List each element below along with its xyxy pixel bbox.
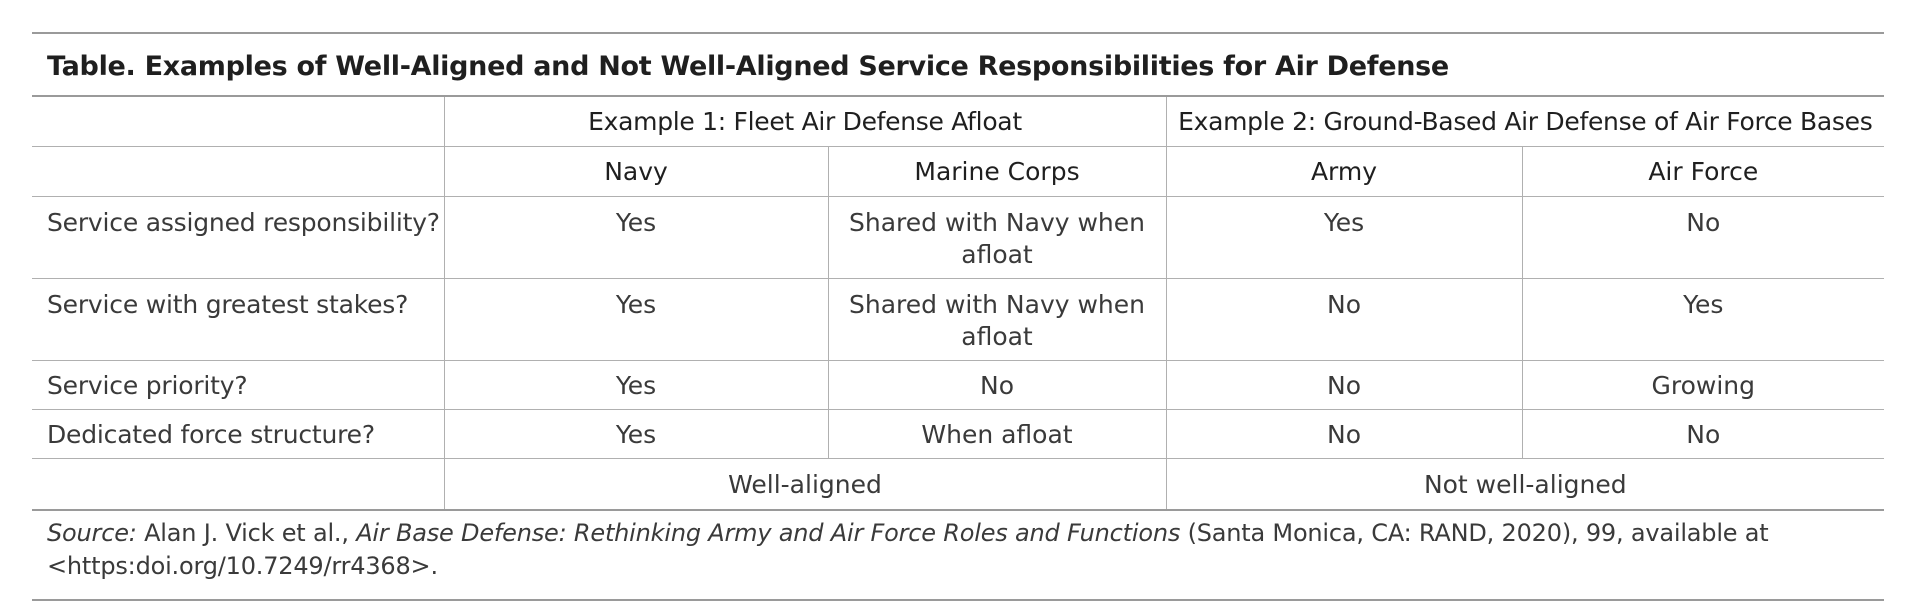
group-header-example-1: Example 1: Fleet Air Defense Afloat xyxy=(443,96,1166,147)
service-header-air-force: Air Force xyxy=(1521,146,1885,197)
table-cell: No xyxy=(1521,409,1885,459)
empty-corner-cell xyxy=(32,146,444,197)
table-cell: When afloat xyxy=(827,409,1166,459)
source-work-title: Air Base Defense: Rethinking Army and Ai… xyxy=(356,519,1181,547)
table-cell: No xyxy=(827,360,1166,410)
row-label: Service with greatest stakes? xyxy=(32,278,444,361)
row-label: Dedicated force structure? xyxy=(32,409,444,459)
table-cell: Yes xyxy=(443,409,828,459)
row-label: Service assigned responsibility? xyxy=(32,196,444,279)
table-cell: Shared with Navy when afloat xyxy=(827,196,1166,279)
table-title: Table. Examples of Well-Aligned and Not … xyxy=(32,32,1885,97)
table-cell: No xyxy=(1165,278,1522,361)
table-cell: No xyxy=(1165,360,1522,410)
empty-summary-label xyxy=(32,458,444,511)
table-cell: Yes xyxy=(443,196,828,279)
table-cell: No xyxy=(1165,409,1522,459)
table-row: Dedicated force structure? Yes When aflo… xyxy=(32,409,1885,459)
service-header-navy: Navy xyxy=(443,146,828,197)
service-header-army: Army xyxy=(1165,146,1522,197)
source-details: (Santa Monica, CA: RAND, 2020), 99, avai… xyxy=(47,519,1769,580)
source-row: Source: Alan J. Vick et al., Air Base De… xyxy=(32,510,1885,601)
table-cell: Yes xyxy=(1165,196,1522,279)
table-cell: Growing xyxy=(1521,360,1885,410)
table-row: Service with greatest stakes? Yes Shared… xyxy=(32,278,1885,361)
empty-corner-cell xyxy=(32,96,444,147)
table-cell: Yes xyxy=(443,360,828,410)
table-cell: Yes xyxy=(443,278,828,361)
table-cell: Shared with Navy when afloat xyxy=(827,278,1166,361)
table-row: Service priority? Yes No No Growing xyxy=(32,360,1885,410)
group-header-row: Example 1: Fleet Air Defense Afloat Exam… xyxy=(32,96,1885,147)
service-header-row: Navy Marine Corps Army Air Force xyxy=(32,146,1885,197)
group-header-example-2: Example 2: Ground-Based Air Defense of A… xyxy=(1165,96,1885,147)
summary-well-aligned: Well-aligned xyxy=(443,458,1166,511)
row-label: Service priority? xyxy=(32,360,444,410)
table-row: Service assigned responsibility? Yes Sha… xyxy=(32,196,1885,279)
source-authors: Alan J. Vick et al., xyxy=(136,519,357,547)
summary-not-well-aligned: Not well-aligned xyxy=(1165,458,1885,511)
table-cell: No xyxy=(1521,196,1885,279)
service-header-marine-corps: Marine Corps xyxy=(827,146,1166,197)
summary-row: Well-aligned Not well-aligned xyxy=(32,458,1885,511)
source-label: Source: xyxy=(47,519,137,547)
source-note: Source: Alan J. Vick et al., Air Base De… xyxy=(32,510,1885,601)
table-title-row: Table. Examples of Well-Aligned and Not … xyxy=(32,32,1885,97)
air-defense-table: Table. Examples of Well-Aligned and Not … xyxy=(32,32,1885,601)
table-cell: Yes xyxy=(1521,278,1885,361)
